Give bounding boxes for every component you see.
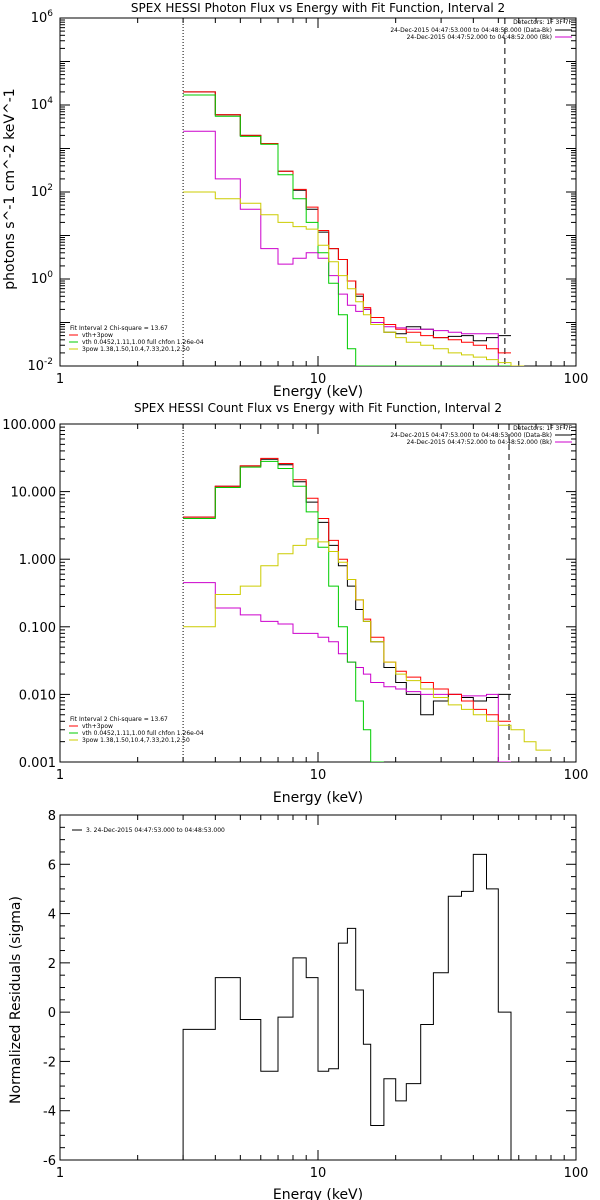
series-line xyxy=(183,130,511,366)
legend-entry: vth 0.0452,1.11,1.00 full chfon 1.26e-04 xyxy=(82,730,204,737)
y-tick-label: 8 xyxy=(48,809,56,824)
legend-entry: 3pow 1.38,1.50,10.4,7.33,20.1,2.50 xyxy=(82,346,190,353)
legend-entry: 24-Dec-2015 04:47:53.000 to 04:48:53.000… xyxy=(390,27,552,34)
x-tick-label: 10 xyxy=(310,1166,327,1181)
y-tick-label: -2 xyxy=(43,1055,56,1070)
legend-entry: Fit Interval 2 Chi-square = 13.67 xyxy=(70,325,168,332)
x-tick-label: 10 xyxy=(310,372,327,387)
x-axis-label: Energy (keV) xyxy=(273,1187,363,1200)
series-line xyxy=(183,538,551,751)
legend-entry: 24-Dec-2015 04:47:53.000 to 04:48:53.000… xyxy=(390,432,552,439)
legend-entry: 3pow 1.38,1.50,10.4,7.33,20.1,2.50 xyxy=(82,737,190,744)
legend-entry: vth+3pow xyxy=(82,723,113,730)
x-tick-label: 10 xyxy=(310,768,327,783)
detector-label: Detectors: 1F 3F 7F xyxy=(513,19,572,26)
series-line xyxy=(183,457,511,722)
y-axis-label: photons s^-1 cm^-2 keV^-1 xyxy=(2,88,18,289)
count-flux-chart: SPEX HESSI Count Flux vs Energy with Fit… xyxy=(2,401,588,806)
y-tick-label: 102 xyxy=(31,183,53,200)
residuals-chart: Energy (keV) Normalized Residuals (sigma… xyxy=(8,809,588,1200)
y-tick-label: 104 xyxy=(31,96,54,113)
series-line xyxy=(183,91,511,354)
y-tick-label: 0.001 xyxy=(19,756,56,771)
y-tick-label: -6 xyxy=(43,1154,56,1169)
legend-entry: Fit Interval 2 Chi-square = 13.67 xyxy=(70,716,168,723)
y-tick-label: -4 xyxy=(43,1105,56,1120)
legend-entry: 3. 24-Dec-2015 04:47:53.000 to 04:48:53.… xyxy=(86,827,225,834)
series-line xyxy=(183,458,511,716)
series-line xyxy=(183,191,525,366)
y-tick-label: 106 xyxy=(31,9,54,26)
chart-title: SPEX HESSI Photon Flux vs Energy with Fi… xyxy=(131,1,505,15)
x-tick-label: 100 xyxy=(564,1166,589,1181)
y-axis-label: Normalized Residuals (sigma) xyxy=(8,896,24,1104)
y-tick-label: 0 xyxy=(48,1006,56,1021)
y-tick-label: 100 xyxy=(31,270,54,287)
legend-entry: 24-Dec-2015 04:47:52.000 to 04:48:52.000… xyxy=(407,439,552,446)
chart-title: SPEX HESSI Count Flux vs Energy with Fit… xyxy=(134,401,502,415)
series-group xyxy=(183,457,551,762)
series-line xyxy=(183,460,384,762)
y-tick-label: 0.010 xyxy=(19,688,56,703)
legend-entry: 24-Dec-2015 04:47:52.000 to 04:48:52.000… xyxy=(407,34,552,41)
x-tick-label: 100 xyxy=(564,372,589,387)
x-axis-label: Energy (keV) xyxy=(273,384,363,400)
x-axis-label: Energy (keV) xyxy=(273,790,363,806)
series-group xyxy=(182,853,512,1160)
y-tick-label: 6 xyxy=(48,858,56,873)
x-tick-label: 1 xyxy=(56,372,64,387)
legend-entry: vth 0.0452,1.11,1.00 full chfon 1.26e-04 xyxy=(82,339,204,346)
x-tick-label: 100 xyxy=(564,768,589,783)
y-tick-label: 10-2 xyxy=(27,357,53,374)
series-line xyxy=(183,94,511,366)
y-tick-label: 10.000 xyxy=(11,486,57,501)
legend-entry: vth+3pow xyxy=(82,332,113,339)
plot-frame xyxy=(59,17,577,367)
detector-label: Detectors: 1F 3F 7F xyxy=(513,425,572,432)
y-tick-label: 100.000 xyxy=(2,418,56,433)
y-tick-label: 0.100 xyxy=(19,621,56,636)
series-group xyxy=(183,91,525,366)
x-tick-label: 1 xyxy=(56,768,64,783)
series-line xyxy=(182,853,512,1160)
y-tick-label: 2 xyxy=(48,957,56,972)
series-line xyxy=(183,582,511,762)
photon-flux-chart: SPEX HESSI Photon Flux vs Energy with Fi… xyxy=(2,1,588,400)
y-tick-label: 4 xyxy=(48,908,56,923)
x-tick-label: 1 xyxy=(56,1166,64,1181)
y-tick-label: 1.000 xyxy=(19,553,56,568)
